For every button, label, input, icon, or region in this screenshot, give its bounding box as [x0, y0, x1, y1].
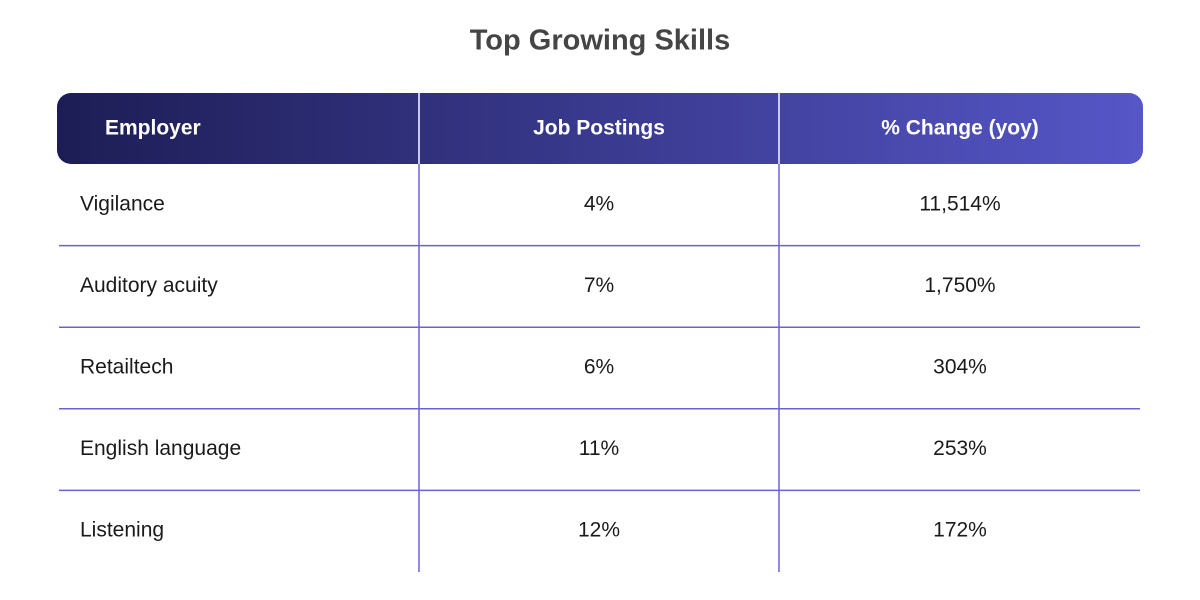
- header-cell: % Change (yoy): [881, 117, 1039, 140]
- table-cell: 172%: [933, 519, 987, 542]
- title: Top Growing Skills: [470, 25, 730, 57]
- table-cell: 253%: [933, 437, 987, 460]
- table-cell: Listening: [80, 519, 164, 542]
- table-cell: 11%: [579, 437, 619, 460]
- table-cell: English language: [80, 437, 241, 460]
- table-cell: Retailtech: [80, 356, 173, 379]
- table-cell: Auditory acuity: [80, 274, 218, 297]
- table-cell: 7%: [584, 274, 614, 297]
- table-cell: Vigilance: [80, 192, 165, 215]
- table-cell: 4%: [584, 192, 614, 215]
- table-cell: 304%: [933, 356, 987, 379]
- table-cell: 12%: [578, 519, 620, 542]
- header-background: [57, 93, 1143, 164]
- table-cell: 11,514%: [919, 192, 1000, 215]
- header-cell: Employer: [105, 117, 201, 140]
- table-cell: 1,750%: [924, 274, 995, 297]
- header-cell: Job Postings: [533, 117, 665, 140]
- table-cell: 6%: [584, 356, 614, 379]
